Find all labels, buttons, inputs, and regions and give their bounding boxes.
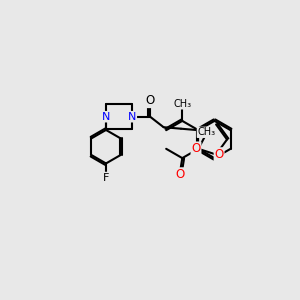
Text: F: F [103,172,109,182]
Text: CH₃: CH₃ [173,99,191,109]
Text: O: O [146,94,155,107]
Text: O: O [191,142,201,155]
Text: CH₃: CH₃ [197,127,216,137]
Text: N: N [102,112,110,122]
Text: N: N [128,112,136,122]
Text: O: O [175,168,184,181]
Text: O: O [214,148,224,161]
